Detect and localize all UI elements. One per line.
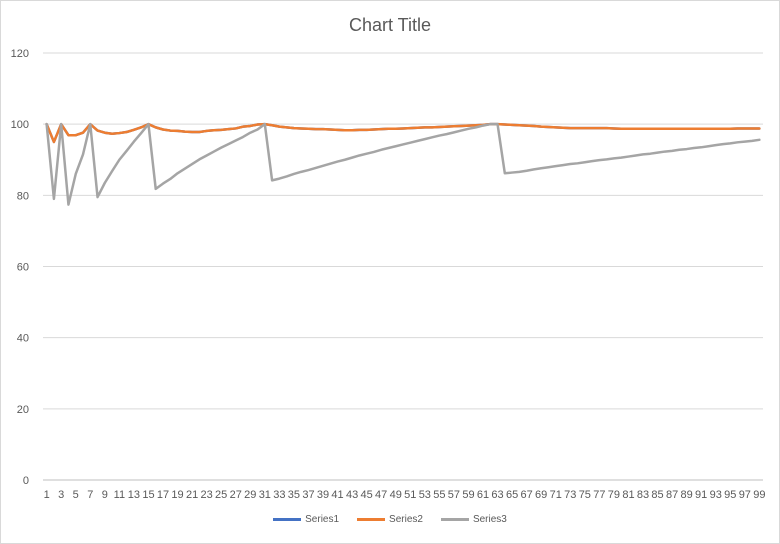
x-tick-label-63: 63 <box>491 489 503 501</box>
y-tick-label-120: 120 <box>11 48 29 60</box>
series-line-series2 <box>45 122 761 144</box>
x-tick-label-39: 39 <box>317 489 329 501</box>
x-tick-label-33: 33 <box>273 489 285 501</box>
x-tick-label-31: 31 <box>259 489 271 501</box>
x-tick-label-27: 27 <box>230 489 242 501</box>
legend-swatch <box>357 518 386 521</box>
x-tick-label-85: 85 <box>651 489 663 501</box>
x-tick-label-47: 47 <box>375 489 387 501</box>
x-tick-label-49: 49 <box>390 489 402 501</box>
x-tick-label-45: 45 <box>361 489 373 501</box>
series-line-series3 <box>45 122 761 206</box>
x-tick-label-13: 13 <box>128 489 140 501</box>
x-tick-label-25: 25 <box>215 489 227 501</box>
x-tick-label-75: 75 <box>579 489 591 501</box>
x-tick-label-89: 89 <box>681 489 693 501</box>
x-tick-label-41: 41 <box>331 489 343 501</box>
x-tick-label-81: 81 <box>622 489 634 501</box>
x-tick-label-77: 77 <box>593 489 605 501</box>
x-tick-label-73: 73 <box>564 489 576 501</box>
legend-item-series2[interactable]: Series2 <box>357 514 423 525</box>
y-tick-label-0: 0 <box>23 475 29 487</box>
x-tick-label-23: 23 <box>201 489 213 501</box>
x-tick-label-29: 29 <box>244 489 256 501</box>
x-tick-label-97: 97 <box>739 489 751 501</box>
x-tick-label-71: 71 <box>550 489 562 501</box>
y-tick-label-100: 100 <box>11 119 29 131</box>
x-tick-label-87: 87 <box>666 489 678 501</box>
x-tick-label-3: 3 <box>58 489 64 501</box>
legend-label: Series1 <box>305 514 340 525</box>
x-tick-label-17: 17 <box>157 489 169 501</box>
x-tick-label-37: 37 <box>302 489 314 501</box>
legend-label: Series3 <box>472 514 507 525</box>
x-tick-label-7: 7 <box>87 489 93 501</box>
legend-label: Series2 <box>389 514 423 525</box>
y-tick-label-20: 20 <box>17 404 29 416</box>
legend-item-series3[interactable]: Series3 <box>440 514 507 525</box>
x-tick-label-5: 5 <box>73 489 79 501</box>
legend-swatch <box>273 518 302 521</box>
legend[interactable]: Series1 Series2 Series3 <box>1 514 779 525</box>
x-tick-label-11: 11 <box>114 489 125 501</box>
x-tick-label-59: 59 <box>462 489 474 501</box>
x-tick-label-51: 51 <box>404 489 416 501</box>
x-tick-label-61: 61 <box>477 489 489 501</box>
x-tick-label-9: 9 <box>102 489 108 501</box>
legend-swatch <box>440 518 469 521</box>
x-tick-label-53: 53 <box>419 489 431 501</box>
x-tick-label-67: 67 <box>521 489 533 501</box>
x-tick-label-21: 21 <box>186 489 198 501</box>
x-tick-label-1: 1 <box>44 489 50 501</box>
x-tick-label-55: 55 <box>433 489 445 501</box>
x-tick-label-91: 91 <box>695 489 707 501</box>
x-tick-label-65: 65 <box>506 489 518 501</box>
legend-item-series1[interactable]: Series1 <box>273 514 339 525</box>
x-tick-label-95: 95 <box>724 489 736 501</box>
y-tick-label-60: 60 <box>17 262 29 274</box>
x-tick-label-19: 19 <box>171 489 183 501</box>
y-tick-label-40: 40 <box>17 333 29 345</box>
x-tick-label-43: 43 <box>346 489 358 501</box>
x-tick-label-99: 99 <box>753 489 765 501</box>
x-tick-label-83: 83 <box>637 489 649 501</box>
x-tick-label-57: 57 <box>448 489 460 501</box>
x-tick-label-69: 69 <box>535 489 547 501</box>
x-tick-label-35: 35 <box>288 489 300 501</box>
chart-title[interactable]: Chart Title <box>348 15 432 35</box>
x-tick-label-79: 79 <box>608 489 620 501</box>
x-tick-label-15: 15 <box>142 489 154 501</box>
y-tick-label-80: 80 <box>17 190 29 202</box>
x-tick-label-93: 93 <box>710 489 722 501</box>
